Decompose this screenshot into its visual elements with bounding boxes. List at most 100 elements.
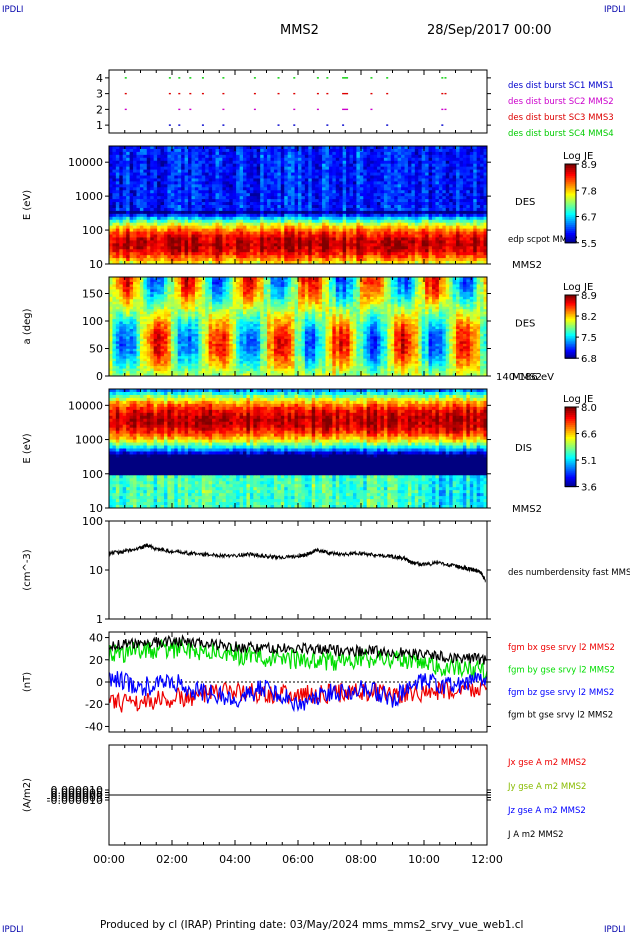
des-pitch-heatmap-cell <box>126 361 131 365</box>
des-energy-heatmap-cell <box>370 146 375 150</box>
des-energy-heatmap-cell <box>339 249 344 253</box>
des-energy-heatmap-cell <box>401 190 406 194</box>
des-pitch-heatmap-cell <box>115 321 120 325</box>
des-energy-heatmap-cell <box>387 210 392 215</box>
des-energy-heatmap-cell <box>225 258 230 262</box>
des-energy-heatmap-cell <box>428 190 433 194</box>
des-energy-heatmap-cell <box>157 252 162 256</box>
des-energy-heatmap-cell <box>335 249 340 253</box>
des-energy-heatmap-cell <box>139 172 144 176</box>
des-energy-heatmap-cell <box>201 193 206 197</box>
des-energy-heatmap-cell <box>483 148 488 153</box>
des-energy-heatmap-cell <box>469 252 474 256</box>
des-energy-heatmap-cell <box>469 163 474 168</box>
des-energy-heatmap-cell <box>236 210 241 215</box>
des-energy-heatmap-cell <box>383 196 388 200</box>
des-pitch-heatmap-cell <box>115 331 120 335</box>
des-energy-heatmap-cell <box>483 205 488 209</box>
des-energy-heatmap-cell <box>387 196 392 200</box>
des-energy-heatmap-cell <box>153 219 158 224</box>
des-energy-heatmap-cell <box>442 181 447 185</box>
des-energy-heatmap-cell <box>383 151 388 156</box>
des-energy-heatmap-cell <box>133 234 137 238</box>
des-energy-heatmap-cell <box>177 207 182 212</box>
des-pitch-heatmap-cell <box>112 366 117 370</box>
des-energy-heatmap-cell <box>363 213 368 218</box>
des-pitch-heatmap-cell <box>109 306 113 310</box>
des-energy-heatmap-cell <box>418 240 423 244</box>
spacecraft-title: MMS2 <box>280 23 319 38</box>
des-energy-heatmap-cell <box>150 225 155 230</box>
des-energy-heatmap-cell <box>311 231 316 235</box>
des-energy-heatmap-cell <box>253 252 258 256</box>
des-pitch-heatmap-cell <box>133 368 137 372</box>
des-energy-heatmap-cell <box>452 193 457 197</box>
des-energy-heatmap-cell <box>428 255 433 259</box>
des-energy-heatmap-cell <box>342 207 347 212</box>
des-energy-heatmap-cell <box>335 154 340 159</box>
des-energy-heatmap-cell <box>363 210 368 215</box>
des-pitch-heatmap-cell <box>136 333 141 337</box>
des-energy-heatmap-cell <box>150 151 155 156</box>
des-energy-heatmap-cell <box>438 157 443 162</box>
des-energy-heatmap-cell <box>411 216 416 221</box>
des-energy-heatmap-cell <box>363 154 368 159</box>
des-energy-heatmap-cell <box>236 166 241 171</box>
des-energy-heatmap-cell <box>438 225 443 230</box>
des-energy-heatmap-cell <box>459 154 464 159</box>
des-energy-heatmap-cell <box>459 252 464 256</box>
des-energy-heatmap-cell <box>270 184 275 188</box>
des-pitch-heatmap-cell <box>133 338 137 342</box>
des-energy-heatmap-cell <box>425 175 430 179</box>
des-energy-heatmap-cell <box>473 199 478 203</box>
des-energy-heatmap-cell <box>208 252 213 256</box>
des-energy-heatmap-cell <box>170 199 175 203</box>
des-energy-heatmap-cell <box>249 187 254 191</box>
des-energy-heatmap-cell <box>407 231 412 235</box>
burst-y-tick-label: 2 <box>96 103 103 116</box>
des-energy-heatmap-cell <box>232 228 237 233</box>
des-energy-heatmap-cell <box>373 166 378 171</box>
des-energy-heatmap-cell <box>346 178 351 182</box>
des-energy-heatmap-cell <box>298 166 302 171</box>
des-energy-heatmap-cell <box>308 252 313 256</box>
des-energy-heatmap-cell <box>270 213 275 218</box>
des-energy-heatmap-cell <box>352 207 357 212</box>
des-energy-heatmap-cell <box>407 249 412 253</box>
des-energy-heatmap-cell <box>246 151 251 156</box>
des-energy-heatmap-cell <box>194 219 199 224</box>
des-energy-heatmap-cell <box>291 225 296 230</box>
des-energy-heatmap-cell <box>411 213 416 218</box>
des-energy-heatmap-cell <box>236 249 241 253</box>
des-energy-heatmap-cell <box>349 196 354 200</box>
des-energy-heatmap-cell <box>332 231 337 235</box>
des-energy-heatmap-cell <box>322 175 326 179</box>
des-energy-heatmap-cell <box>387 166 392 171</box>
des-energy-heatmap-cell <box>390 148 395 153</box>
des-energy-heatmap-cell <box>466 187 471 191</box>
des-energy-heatmap-cell <box>414 154 419 159</box>
des-energy-heatmap-cell <box>407 169 412 174</box>
des-energy-heatmap-cell <box>359 225 364 230</box>
des-energy-heatmap-cell <box>318 193 323 197</box>
des-energy-heatmap-cell <box>191 190 196 194</box>
des-energy-heatmap-cell <box>146 213 151 218</box>
des-energy-heatmap-cell <box>277 207 282 212</box>
des-energy-heatmap-cell <box>191 234 196 238</box>
des-pitch-heatmap-cell <box>122 279 127 283</box>
des-energy-heatmap-cell <box>349 237 354 241</box>
des-energy-heatmap-cell <box>198 252 203 256</box>
des-energy-heatmap-cell <box>280 202 285 206</box>
des-energy-heatmap-cell <box>356 210 361 215</box>
des-energy-heatmap-cell <box>301 175 306 179</box>
des-pitch-heatmap-cell <box>115 309 120 313</box>
des-pitch-heatmap-cell <box>133 316 137 320</box>
des-energy-heatmap-cell <box>167 160 172 165</box>
des-energy-heatmap-cell <box>342 205 347 209</box>
des-energy-heatmap-cell <box>308 231 313 235</box>
des-energy-heatmap-cell <box>401 151 406 156</box>
des-energy-heatmap-cell <box>119 210 124 215</box>
des-energy-heatmap-cell <box>212 234 217 238</box>
des-energy-heatmap-cell <box>394 193 399 197</box>
des-energy-heatmap-cell <box>270 207 275 212</box>
